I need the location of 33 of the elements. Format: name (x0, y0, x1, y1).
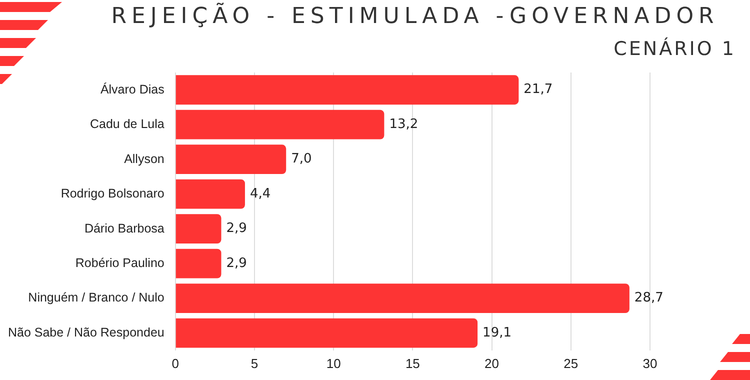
x-tick-label: 25 (564, 356, 578, 371)
chart-subtitle: CENÁRIO 1 (614, 38, 736, 60)
y-tick-label: Dário Barbosa (84, 221, 164, 236)
y-tick-label: Não Sabe / Não Respondeu (8, 325, 164, 340)
y-tick-label: Allyson (124, 152, 164, 166)
bar (176, 248, 222, 278)
y-tick-label: Ninguém / Branco / Nulo (28, 290, 164, 305)
data-label: 13,2 (389, 116, 418, 132)
data-label: 2,9 (226, 256, 247, 271)
y-tick-label: Álvaro Dias (100, 82, 164, 96)
bar (176, 144, 286, 174)
data-label: 7,0 (291, 152, 312, 167)
data-label: 4,4 (250, 186, 271, 202)
y-tick-label: Cadu de Lula (90, 117, 164, 132)
y-tick-label: Rodrigo Bolsonaro (60, 186, 164, 201)
data-label: 19,1 (482, 325, 512, 340)
x-tick-label: 15 (405, 356, 420, 371)
bar (176, 179, 245, 209)
data-label: 28,7 (634, 290, 664, 306)
data-label: 21,7 (524, 82, 553, 98)
bar (176, 214, 222, 244)
x-tick-label: 0 (172, 356, 179, 371)
bar (176, 318, 478, 348)
bar (176, 75, 519, 105)
x-tick-label: 30 (642, 356, 658, 371)
x-tick-label: 10 (326, 356, 341, 371)
y-tick-label: Robério Paulino (75, 256, 164, 270)
x-tick-label: 5 (250, 356, 258, 371)
bar (176, 284, 630, 313)
bar (176, 110, 384, 140)
data-label: 2,9 (226, 221, 247, 236)
chart-title: REJEIÇÃO - ESTIMULADA -GOVERNADOR (110, 4, 720, 29)
x-tick-label: 20 (484, 356, 500, 371)
